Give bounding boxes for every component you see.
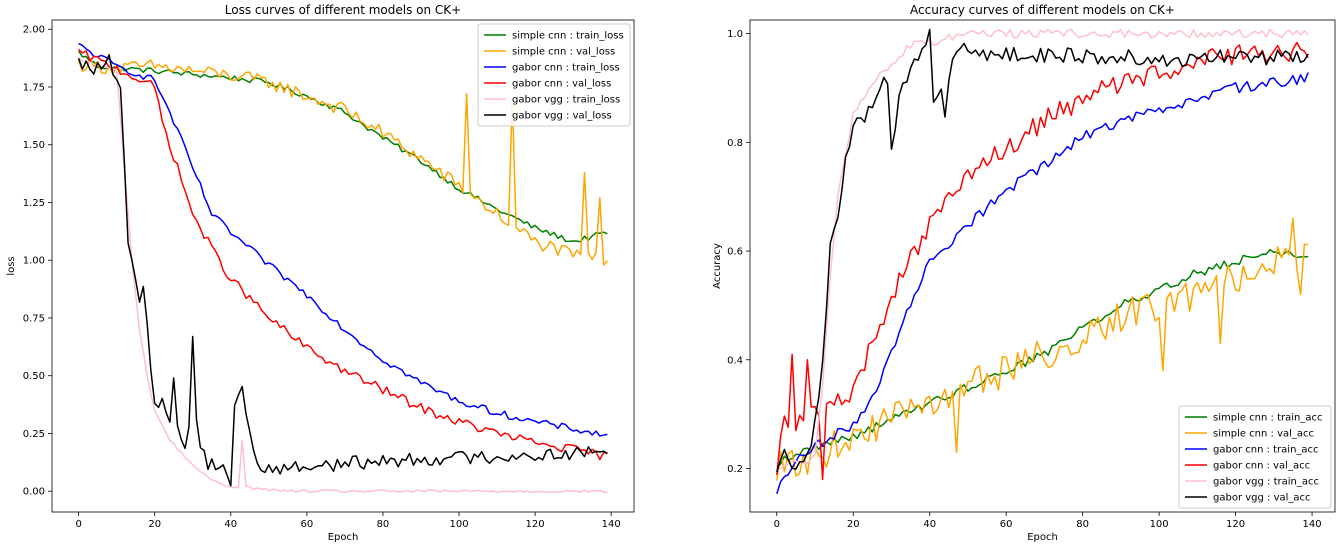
accuracy-chart-legend-label: simple cnn : val_acc — [1213, 429, 1314, 440]
accuracy-chart-title: Accuracy curves of different models on C… — [910, 3, 1175, 17]
accuracy-chart-xtick-label: 40 — [923, 519, 936, 530]
accuracy-chart-series — [776, 28, 1309, 495]
loss-chart-legend-label: gabor vgg : val_loss — [512, 111, 612, 122]
accuracy-chart-legend-label: gabor cnn : train_acc — [1213, 445, 1319, 456]
loss-chart-ytick-label: 0.50 — [23, 371, 45, 382]
loss-chart-series-gabor-vgg-val-loss — [77, 54, 608, 487]
loss-chart-series — [77, 42, 608, 494]
loss-chart-series-simple-cnn-val-loss — [77, 58, 608, 266]
accuracy-chart-xtick-label: 120 — [1226, 519, 1245, 530]
accuracy-chart-legend-label: gabor vgg : val_acc — [1213, 493, 1311, 504]
accuracy-chart: Accuracy curves of different models on C… — [712, 3, 1336, 543]
loss-chart-title: Loss curves of different models on CK+ — [225, 3, 461, 17]
accuracy-chart-xtick-label: 0 — [774, 519, 780, 530]
loss-chart-legend-label: gabor vgg : train_loss — [512, 95, 620, 106]
loss-chart-legend-label: simple cnn : val_loss — [512, 47, 615, 58]
loss-chart-xtick-label: 40 — [224, 519, 237, 530]
accuracy-chart-ytick-label: 0.4 — [727, 355, 743, 366]
accuracy-chart-legend-box — [1178, 405, 1332, 509]
loss-chart-xlabel: Epoch — [328, 532, 359, 543]
accuracy-chart-series-gabor-cnn-train-acc — [776, 72, 1309, 495]
accuracy-chart-ticks: 0 20 40 60 80 100 120 140 0.2 0.4 0.6 0.8 1.0 — [727, 29, 1322, 530]
loss-chart-ytick-label: 1.25 — [23, 198, 45, 209]
loss-chart-xtick-label: 120 — [526, 519, 545, 530]
loss-chart-ytick-label: 0.75 — [23, 313, 45, 324]
loss-chart-legend-box — [477, 23, 631, 127]
accuracy-chart-ytick-label: 1.0 — [727, 29, 743, 40]
accuracy-chart-legend-label: simple cnn : train_acc — [1213, 413, 1323, 424]
loss-chart-series-gabor-cnn-val-loss — [78, 48, 608, 461]
accuracy-chart-xtick-label: 20 — [847, 519, 860, 530]
loss-chart-xtick-label: 0 — [75, 519, 81, 530]
loss-chart-ytick-label: 1.00 — [23, 256, 45, 267]
loss-chart-xtick-label: 80 — [377, 519, 390, 530]
loss-chart-legend-label: gabor cnn : train_loss — [512, 63, 620, 74]
accuracy-chart-series-gabor-vgg-train-acc — [776, 28, 1309, 472]
accuracy-chart-ytick-label: 0.8 — [727, 138, 743, 149]
accuracy-chart-ytick-label: 0.2 — [727, 464, 743, 475]
accuracy-chart-xlabel: Epoch — [1027, 532, 1058, 543]
loss-chart-xtick-label: 100 — [449, 519, 468, 530]
accuracy-chart-xtick-label: 100 — [1150, 519, 1169, 530]
loss-chart-series-gabor-cnn-train-loss — [78, 42, 608, 437]
accuracy-chart-legend-label: gabor cnn : val_acc — [1213, 461, 1310, 472]
loss-chart-plot-area — [51, 19, 635, 513]
loss-chart-xtick-label: 140 — [602, 519, 621, 530]
accuracy-chart-series-simple-cnn-train-acc — [776, 248, 1309, 468]
loss-chart-ytick-label: 0.00 — [23, 487, 45, 498]
accuracy-chart-xtick-label: 80 — [1076, 519, 1089, 530]
accuracy-chart-plot-area — [749, 19, 1336, 513]
loss-chart-legend-label: simple cnn : train_loss — [512, 31, 624, 42]
accuracy-chart-series-gabor-vgg-val-acc — [776, 28, 1309, 473]
accuracy-chart-ytick-label: 0.6 — [727, 247, 743, 258]
accuracy-chart-ylabel: Accuracy — [712, 243, 723, 289]
accuracy-chart-xtick-label: 60 — [1000, 519, 1013, 530]
accuracy-chart-xtick-label: 140 — [1303, 519, 1322, 530]
loss-chart-xtick-label: 60 — [300, 519, 313, 530]
loss-chart-ytick-label: 2.00 — [23, 25, 45, 36]
loss-chart-xtick-label: 20 — [148, 519, 161, 530]
loss-chart-legend-label: gabor cnn : val_loss — [512, 79, 611, 90]
loss-chart-series-simple-cnn-train-loss — [77, 50, 608, 243]
accuracy-chart-series-gabor-cnn-val-acc — [776, 41, 1309, 481]
loss-chart-ylabel: loss — [6, 256, 17, 275]
loss-chart-ytick-label: 0.25 — [23, 429, 45, 440]
loss-chart-series-gabor-vgg-train-loss — [78, 57, 608, 494]
loss-chart-ytick-label: 1.75 — [23, 82, 45, 93]
loss-chart-ticks: 0 20 40 60 80 100 120 140 0.00 0.25 0.50 0.75 1.00 1.… — [23, 25, 621, 530]
loss-chart-ytick-label: 1.50 — [23, 140, 45, 151]
accuracy-chart-legend-label: gabor vgg : train_acc — [1213, 477, 1319, 488]
accuracy-chart-series-simple-cnn-val-acc — [776, 217, 1309, 481]
loss-chart: Loss curves of different models on CK+ E… — [6, 3, 635, 543]
